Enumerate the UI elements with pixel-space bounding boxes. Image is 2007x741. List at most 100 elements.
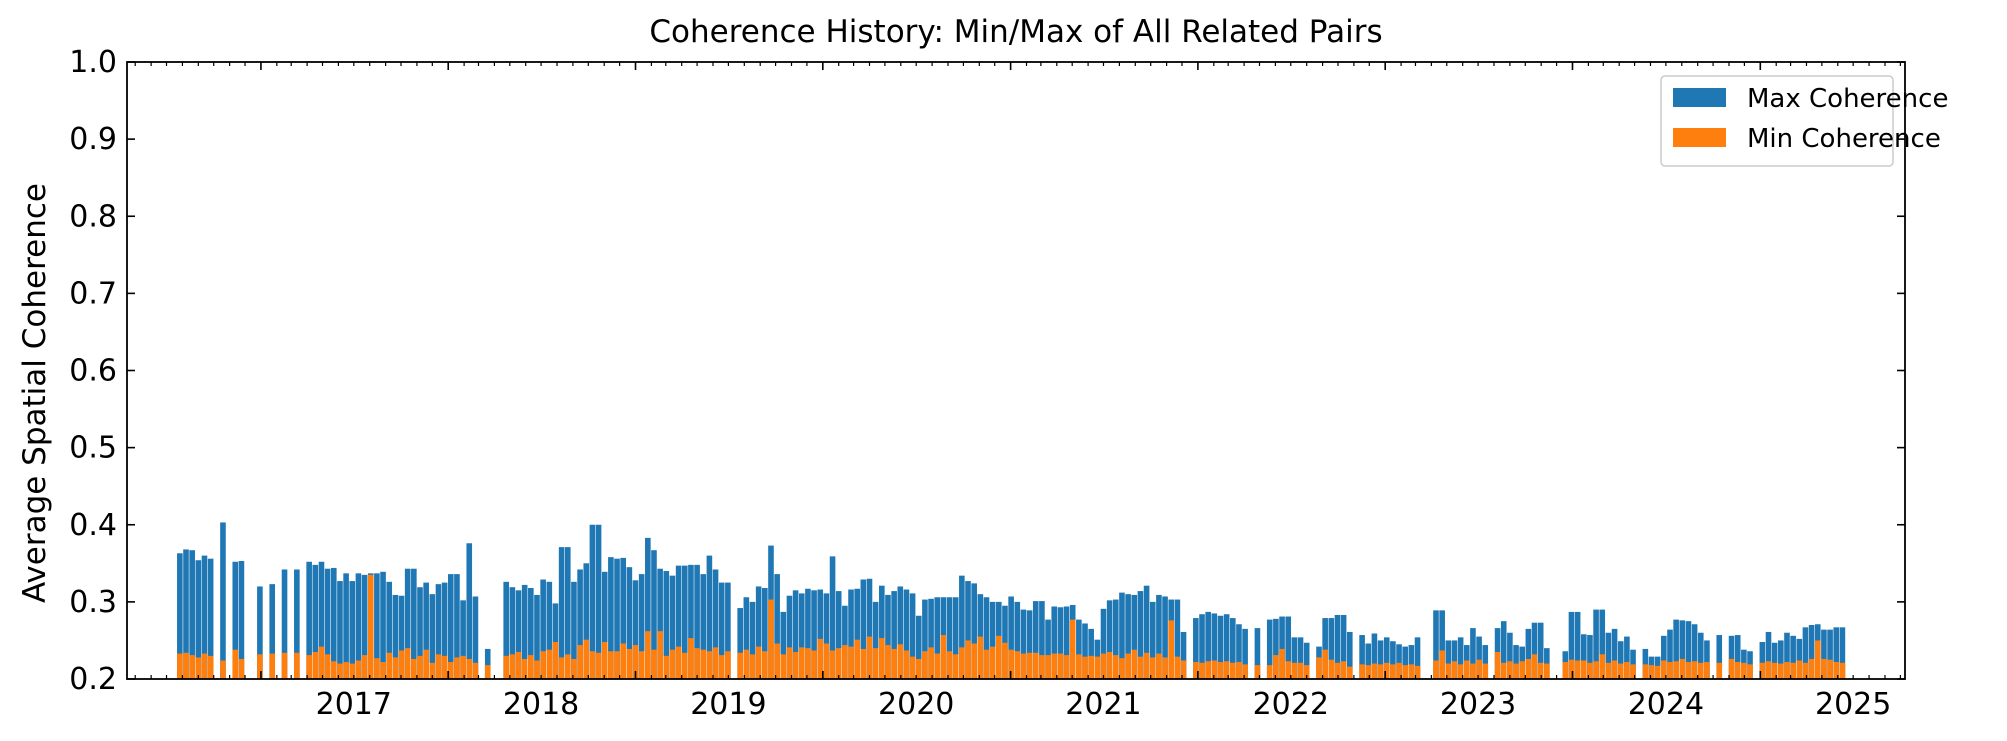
max-coherence-bar: [269, 584, 276, 679]
max-coherence-bar: [552, 603, 559, 679]
min-coherence-bar: [521, 658, 528, 679]
min-coherence-bar: [1371, 663, 1378, 679]
max-coherence-bar: [466, 543, 473, 679]
max-coherence-bar: [1303, 642, 1310, 679]
min-coherence-bar: [232, 649, 239, 679]
max-coherence-bar: [1476, 636, 1482, 679]
x-tick-label: 2023: [1440, 687, 1516, 722]
max-coherence-bar: [811, 590, 817, 679]
max-coherence-bar: [737, 608, 743, 679]
max-coherence-bar: [528, 587, 534, 679]
max-coherence-bar: [1839, 627, 1846, 679]
y-tick-label: 0.5: [69, 431, 117, 466]
max-coherence-bar: [1734, 635, 1741, 679]
max-coherence-bar: [1685, 621, 1692, 679]
min-coherence-bar: [571, 658, 577, 679]
min-coherence-bar: [755, 646, 762, 679]
min-coherence-bar: [952, 654, 959, 679]
max-coherence-bar: [1808, 625, 1815, 679]
min-coherence-bar: [805, 648, 811, 679]
min-coherence-bar: [798, 647, 805, 679]
min-coherence-bar: [1494, 652, 1501, 679]
min-coherence-bar: [404, 648, 411, 679]
x-tick-label: 2017: [316, 687, 392, 722]
min-coherence-bar: [1180, 660, 1187, 679]
min-coherence-bar: [1390, 664, 1396, 679]
min-coherence-bar: [546, 649, 553, 679]
max-coherence-bar: [1691, 624, 1698, 679]
min-coherence-bar: [435, 654, 442, 679]
min-coherence-bar: [1580, 660, 1587, 679]
max-coherence-bar: [1359, 635, 1365, 679]
y-tick-label: 1.0: [69, 45, 117, 80]
max-coherence-bar: [922, 599, 928, 679]
min-coherence-bar: [1673, 661, 1679, 679]
max-coherence-bar: [1827, 629, 1833, 679]
max-coherence-bar: [1796, 638, 1803, 679]
max-coherence-bar: [977, 594, 984, 679]
max-coherence-bar: [1051, 606, 1058, 679]
max-coherence-bar: [392, 594, 399, 679]
min-coherence-bar: [694, 648, 700, 679]
max-coherence-bar: [798, 593, 805, 679]
max-coherence-bar: [1605, 632, 1612, 679]
max-coherence-bar: [1402, 646, 1409, 679]
max-coherence-bar: [318, 561, 325, 679]
min-coherence-bar: [1291, 662, 1298, 679]
max-coherence-bar: [1599, 609, 1606, 679]
max-coherence-bar: [564, 547, 571, 679]
min-coherence-bar: [281, 652, 288, 679]
min-coherence-bar: [1346, 666, 1353, 679]
min-coherence-bar: [1568, 659, 1575, 679]
min-coherence-bar: [1211, 660, 1218, 679]
max-coherence-bar: [601, 571, 608, 679]
min-coherence-bar: [1408, 664, 1415, 679]
min-coherence-bar: [374, 658, 380, 679]
max-coherence-bar: [1119, 592, 1125, 679]
min-coherence-bar: [398, 650, 405, 679]
max-coherence-bar: [1537, 622, 1544, 679]
min-coherence-bar: [454, 657, 460, 679]
min-coherence-bar: [1679, 658, 1686, 679]
max-coherence-bar: [195, 560, 202, 679]
max-coherence-bar: [583, 563, 590, 679]
min-coherence-bar: [811, 650, 817, 679]
max-coherence-bar: [651, 550, 657, 679]
max-coherence-bar: [411, 568, 417, 679]
y-tick-label: 0.6: [69, 354, 117, 389]
max-coherence-bar: [1771, 642, 1778, 679]
min-coherence-bar: [1322, 649, 1328, 679]
min-coherence-bar: [330, 661, 337, 679]
min-coherence-bar: [1236, 662, 1242, 679]
min-coherence-bar: [411, 658, 417, 679]
min-coherence-bar: [1624, 662, 1630, 679]
min-coherence-bar: [915, 658, 922, 679]
max-coherence-bar: [1790, 635, 1796, 679]
min-coherence-bar: [669, 649, 676, 679]
min-coherence-bar: [971, 643, 977, 679]
max-coherence-bar: [183, 549, 189, 679]
min-coherence-bar: [1162, 657, 1168, 679]
max-coherence-bar: [589, 524, 596, 679]
min-coherence-bar: [823, 643, 830, 679]
min-coherence-bar: [324, 654, 331, 679]
max-coherence-bar: [1279, 616, 1285, 679]
min-coherence-bar: [1316, 657, 1322, 679]
y-axis-ticks: 0.2 0.3 0.4 0.5 0.6 0.7 0.8 0.9 1.0: [69, 45, 1905, 697]
min-coherence-bar: [564, 654, 571, 679]
max-coherence-bar: [1451, 640, 1458, 679]
min-coherence-bar: [177, 653, 183, 679]
max-coherence-bar: [928, 598, 934, 679]
min-coherence-bar: [1328, 659, 1335, 679]
min-coherence-bar: [1470, 663, 1476, 679]
min-coherence-bar: [318, 646, 325, 679]
max-coherence-bar: [645, 537, 651, 679]
min-coherence-bar: [842, 645, 848, 679]
min-coherence-bar: [201, 653, 208, 679]
max-coherence-bar: [1199, 614, 1205, 679]
min-coherence-bar: [1513, 663, 1519, 679]
max-coherence-bar: [380, 571, 386, 679]
min-coherence-bar: [983, 649, 990, 679]
min-coherence-bar: [1525, 658, 1532, 679]
